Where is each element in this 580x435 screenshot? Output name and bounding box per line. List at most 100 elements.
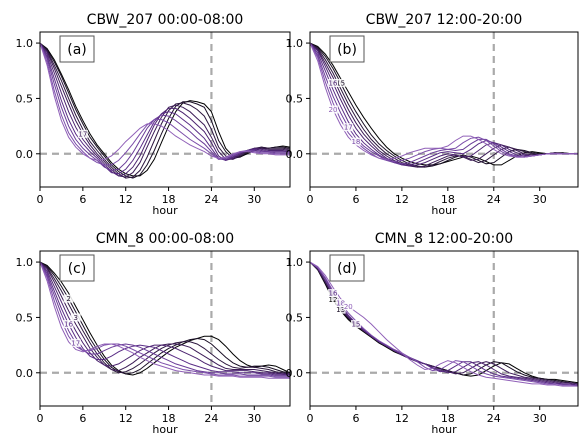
curve-label-bg (327, 78, 338, 87)
chart-title: CMN_8 12:00-20:00 (375, 231, 513, 247)
chart-panel-c: CMN_8 00:00-08:00 2 316 17 0 6 12 18 24 30 0.0 0.5 1… (16, 231, 291, 435)
series-line-5 (40, 261, 290, 376)
series-line-7 (310, 261, 578, 387)
chart-title: CMN_8 00:00-08:00 (96, 231, 234, 247)
series-lines (310, 42, 578, 168)
curve-label-bg (335, 305, 346, 314)
x-tick-label: 6 (352, 193, 359, 206)
x-tick-label: 0 (307, 412, 314, 425)
series-line-8 (40, 42, 290, 166)
y-tick-label: 0.0 (16, 148, 34, 161)
series-line-8 (40, 261, 290, 378)
chart-panel-a: CBW_207 00:00-08:00 17 0 6 12 18 24 30 0.0 0.5 1.0… (16, 12, 291, 217)
curve-label-bg (327, 295, 338, 304)
x-tick-label: 30 (247, 193, 261, 206)
y-tick-label: 0.0 (16, 367, 34, 380)
curve-label: 20 (344, 303, 353, 311)
panel-tag-box (59, 35, 95, 63)
y-tick-label: 1.0 (16, 37, 34, 50)
x-tick-label: 24 (204, 193, 218, 206)
series-lines (40, 42, 290, 179)
y-tick-label: 0.5 (16, 311, 34, 324)
curve-label: 13 (336, 306, 345, 314)
axes-frame (39, 250, 291, 407)
curve-label: 2 (66, 295, 70, 303)
axes-frame (309, 250, 579, 407)
panel-tag-label: (a) (67, 42, 87, 58)
series-line-4 (40, 261, 290, 375)
panel-tag-label: (c) (68, 261, 87, 277)
curve-label: 17 (344, 124, 353, 132)
curve-label-bg (70, 338, 81, 347)
x-tick-label: 18 (162, 412, 176, 425)
x-tick-label: 0 (37, 193, 44, 206)
curve-label-bg (63, 294, 74, 303)
series-line-9 (40, 261, 290, 379)
chart-title: CBW_207 12:00-20:00 (366, 12, 523, 28)
series-line-6 (310, 261, 578, 387)
x-tick-label: 0 (37, 412, 44, 425)
series-line-4 (310, 42, 578, 168)
panel-tag: (d) (329, 254, 365, 282)
curve-label-bg (350, 320, 361, 329)
series-line-1 (40, 42, 290, 177)
curve-label-bg (335, 78, 346, 87)
curve-label: 12 (329, 296, 338, 304)
axes-frame (39, 31, 291, 188)
series-line-2 (310, 42, 578, 168)
series-line-3 (40, 261, 290, 375)
panel-tag-box (329, 254, 365, 282)
curve-label-bg (77, 129, 88, 138)
series-line-3 (310, 42, 578, 168)
curve-label-bg (343, 302, 354, 311)
series-lines (40, 261, 290, 379)
curve-label-bg (70, 313, 81, 322)
panel-tag-label: (d) (337, 261, 357, 277)
chart-title: CBW_207 00:00-08:00 (87, 12, 244, 28)
x-tick-label: 0 (307, 193, 314, 206)
curve-label: 17 (78, 130, 87, 138)
x-tick-label: 6 (79, 412, 86, 425)
y-tick-label: 0.0 (286, 148, 304, 161)
curve-label: 15 (351, 321, 360, 329)
x-axis-label: hour (431, 423, 457, 435)
curve-label: 20 (329, 106, 338, 114)
panel-tag: (b) (329, 35, 365, 63)
panel-tag-label: (b) (337, 42, 357, 58)
x-tick-label: 6 (352, 412, 359, 425)
y-tick-label: 0.0 (286, 367, 304, 380)
curve-label: 17 (71, 339, 80, 347)
x-tick-label: 12 (119, 193, 133, 206)
y-tick-label: 0.5 (286, 311, 304, 324)
curve-label-bg (63, 320, 74, 329)
x-tick-label: 24 (487, 193, 501, 206)
curve-label-bg (327, 289, 338, 298)
x-tick-label: 30 (533, 412, 547, 425)
curve-label: 3 (73, 314, 77, 322)
x-tick-label: 18 (441, 193, 455, 206)
panel-tag: (c) (59, 254, 95, 282)
y-tick-label: 1.0 (286, 256, 304, 269)
panel-tag-box (59, 254, 95, 282)
curve-label: 16 (329, 290, 338, 298)
curve-label: 16 (329, 79, 338, 87)
curve-label-bg (335, 299, 346, 308)
x-tick-label: 12 (395, 193, 409, 206)
curve-label-bg (343, 123, 354, 132)
series-line-6 (40, 261, 290, 376)
y-tick-label: 1.0 (286, 37, 304, 50)
x-tick-label: 30 (533, 193, 547, 206)
x-tick-label: 30 (247, 412, 261, 425)
panel-tag: (a) (59, 35, 95, 63)
x-tick-label: 24 (487, 412, 501, 425)
series-line-1 (40, 261, 290, 376)
curve-label: 16 (64, 321, 73, 329)
curve-label-bg (350, 137, 361, 146)
panel-tag-box (329, 35, 365, 63)
x-tick-label: 12 (119, 412, 133, 425)
curve-label: 18 (336, 300, 345, 308)
series-line-9 (40, 42, 290, 161)
